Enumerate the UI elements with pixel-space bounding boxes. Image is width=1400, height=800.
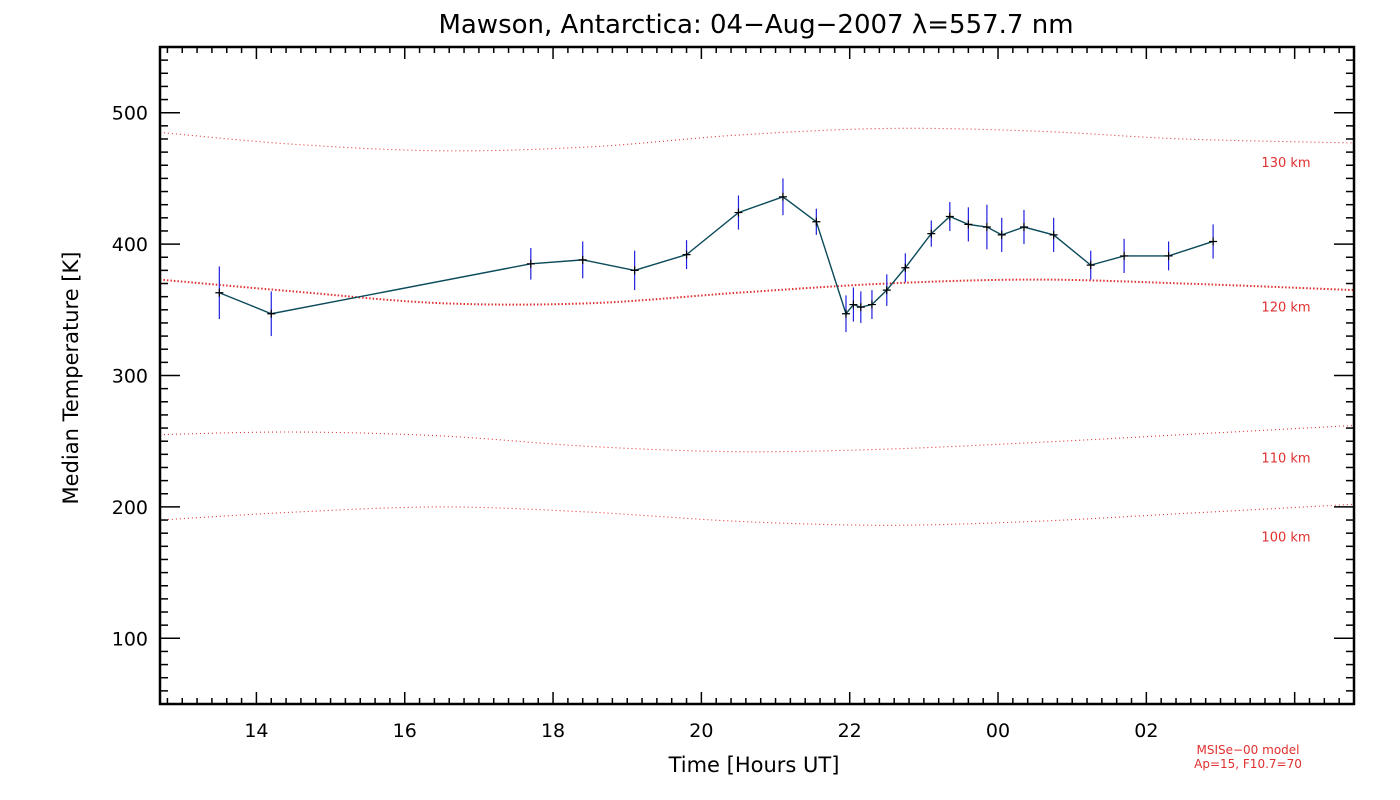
data-point bbox=[778, 192, 787, 201]
x-axis-label: Time [Hours UT] bbox=[668, 753, 840, 777]
model-note-line-2: Ap=15, F10.7=70 bbox=[1194, 757, 1302, 771]
data-point bbox=[267, 309, 276, 318]
model-label: 110 km bbox=[1261, 452, 1310, 467]
data-point bbox=[945, 212, 954, 221]
data-point bbox=[901, 263, 910, 272]
plot-frame bbox=[158, 45, 1356, 706]
model-curve-100-km bbox=[159, 503, 1355, 526]
data-point bbox=[1086, 261, 1095, 270]
data-point bbox=[856, 303, 865, 312]
x-tick-label: 16 bbox=[393, 720, 417, 742]
y-tick-label: 400 bbox=[112, 234, 148, 256]
data-point bbox=[882, 286, 891, 295]
model-curve-110-km bbox=[159, 424, 1355, 453]
data-point bbox=[841, 309, 850, 318]
x-tick-label: 18 bbox=[541, 720, 565, 742]
data-point bbox=[867, 300, 876, 309]
data-point bbox=[215, 288, 224, 297]
data-point bbox=[1120, 251, 1129, 260]
x-tick-label: 00 bbox=[986, 720, 1010, 742]
axis-ticks: 14 16 18 20 22 00 02 100 200 300 400 500 bbox=[112, 46, 1355, 742]
model-label: 130 km bbox=[1261, 156, 1310, 171]
series-line bbox=[219, 196, 1214, 316]
data-point bbox=[578, 255, 587, 264]
data-point bbox=[682, 250, 691, 259]
model-curve-130-km bbox=[159, 127, 1355, 152]
model-note-line-1: MSISe−00 model bbox=[1196, 743, 1299, 757]
data-point bbox=[1049, 230, 1058, 239]
y-tick-label: 200 bbox=[112, 497, 148, 519]
data-point bbox=[997, 230, 1006, 239]
data-point bbox=[927, 229, 936, 238]
model-label: 120 km bbox=[1261, 301, 1310, 316]
y-tick-label: 300 bbox=[112, 366, 148, 388]
data-point bbox=[1209, 237, 1218, 246]
y-axis-label: Median Temperature [K] bbox=[59, 252, 83, 505]
data-point bbox=[849, 300, 858, 309]
data-point bbox=[526, 259, 535, 268]
data-point bbox=[630, 266, 639, 275]
data-point bbox=[964, 220, 973, 229]
data-point bbox=[812, 217, 821, 226]
x-tick-label: 02 bbox=[1134, 720, 1158, 742]
data-point bbox=[1019, 223, 1028, 232]
model-label: 100 km bbox=[1261, 530, 1310, 545]
plot-axes bbox=[158, 45, 1356, 706]
chart-title: Mawson, Antarctica: 04−Aug−2007 λ=557.7 … bbox=[438, 10, 1073, 40]
y-tick-label: 500 bbox=[112, 103, 148, 125]
x-tick-label: 14 bbox=[244, 720, 268, 742]
model-curve-120-km bbox=[159, 278, 1355, 306]
data-point bbox=[982, 223, 991, 232]
data-point bbox=[734, 208, 743, 217]
x-tick-label: 22 bbox=[838, 720, 862, 742]
data-point bbox=[1164, 251, 1173, 260]
measured-series bbox=[215, 178, 1218, 337]
x-tick-label: 20 bbox=[689, 720, 713, 742]
model-lines: 100 km 110 km 120 km 130 km bbox=[159, 127, 1355, 545]
y-tick-label: 100 bbox=[112, 628, 148, 650]
